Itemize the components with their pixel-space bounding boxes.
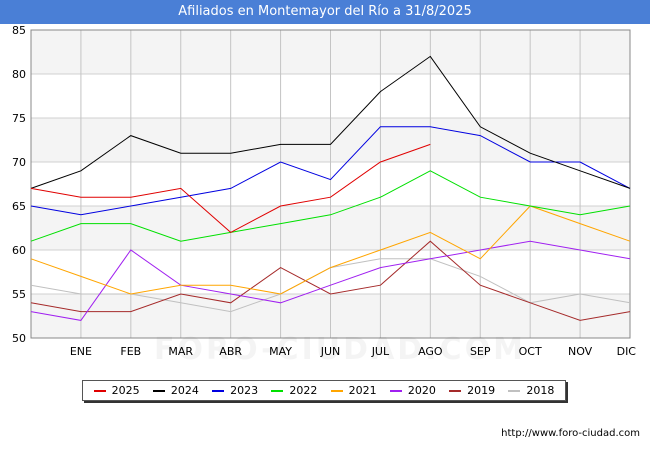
legend-label: 2025 xyxy=(111,384,140,397)
x-axis-ticks: ENE FEB MAR ABR MAY JUN JUL AGO SEP OCT NOV DIC xyxy=(70,345,636,358)
x-tick-label: AGO xyxy=(418,345,443,358)
series-line-2019 xyxy=(30,240,631,321)
legend-item-2018: 2018 xyxy=(508,384,554,397)
legend-swatch xyxy=(152,389,165,392)
y-tick-label: 60 xyxy=(12,244,26,257)
x-tick-label: SEP xyxy=(470,345,491,358)
series-line-2025 xyxy=(30,143,431,234)
x-tick-label: ABR xyxy=(219,345,242,358)
x-tick-label: DIC xyxy=(617,345,637,358)
legend-swatch xyxy=(271,389,284,392)
x-tick-label: FEB xyxy=(120,345,141,358)
legend-item-2023: 2023 xyxy=(212,384,258,397)
y-tick-label: 80 xyxy=(12,68,26,81)
x-tick-label: NOV xyxy=(568,345,593,358)
legend-item-2019: 2019 xyxy=(449,384,495,397)
legend-swatch xyxy=(330,389,343,392)
legend-label: 2021 xyxy=(348,384,377,397)
legend-swatch xyxy=(212,389,225,392)
legend-item-2021: 2021 xyxy=(330,384,377,397)
plot-frame xyxy=(30,29,631,339)
legend-swatch xyxy=(508,389,521,392)
y-tick-label: 70 xyxy=(12,156,26,169)
x-tick-label: MAY xyxy=(269,345,292,358)
series-line-2024 xyxy=(30,55,631,189)
x-tick-label: JUN xyxy=(320,345,341,358)
legend-label: 2023 xyxy=(230,384,259,397)
legend-swatch xyxy=(93,389,106,392)
x-tick-label: OCT xyxy=(519,345,542,358)
legend-label: 2019 xyxy=(467,384,496,397)
legend-label: 2020 xyxy=(407,384,436,397)
series-lines xyxy=(30,55,631,321)
source-link[interactable]: http://www.foro-ciudad.com xyxy=(501,428,640,439)
x-tick-label: ENE xyxy=(70,345,92,358)
series-line-2022 xyxy=(30,170,631,242)
chart-legend: 2025 2024 2023 2022 2021 2020 2019 2018 xyxy=(82,380,566,401)
legend-item-2022: 2022 xyxy=(271,384,317,397)
y-tick-label: 50 xyxy=(12,332,26,345)
legend-item-2025: 2025 xyxy=(93,384,140,397)
legend-item-2020: 2020 xyxy=(389,384,436,397)
legend-swatch xyxy=(389,389,402,392)
chart-title: Afiliados en Montemayor del Río a 31/8/2… xyxy=(0,0,650,24)
legend-item-2024: 2024 xyxy=(152,384,199,397)
legend-label: 2022 xyxy=(289,384,318,397)
legend-swatch xyxy=(449,389,462,392)
series-line-2020 xyxy=(30,240,631,321)
x-tick-label: JUL xyxy=(371,345,390,358)
x-tick-label: MAR xyxy=(168,345,193,358)
y-tick-label: 55 xyxy=(12,288,26,301)
y-tick-label: 65 xyxy=(12,200,26,213)
legend-label: 2024 xyxy=(170,384,199,397)
y-axis-ticks: 50 55 60 65 70 75 80 85 xyxy=(12,24,26,345)
legend-label: 2018 xyxy=(526,384,555,397)
y-tick-label: 85 xyxy=(12,24,26,37)
y-tick-label: 75 xyxy=(12,112,26,125)
series-line-2023 xyxy=(30,126,631,216)
